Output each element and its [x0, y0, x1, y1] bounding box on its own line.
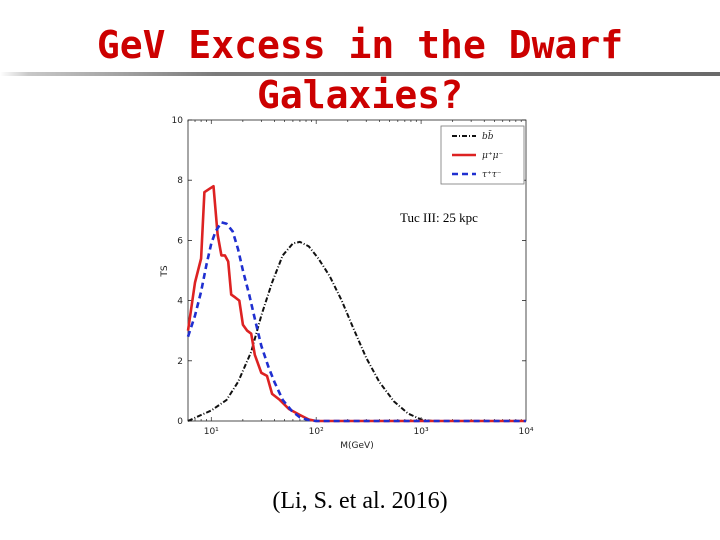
x-tick-label: 10¹: [204, 427, 219, 437]
x-tick-label: 10⁴: [518, 427, 533, 437]
y-tick-label: 0: [177, 417, 183, 427]
legend-label-1: μ⁺μ⁻: [482, 151, 503, 161]
y-tick-label: 4: [177, 297, 183, 307]
y-axis-label: TS: [160, 265, 170, 277]
legend: bb̄ μ⁺μ⁻ τ⁺τ⁻: [440, 125, 525, 185]
y-tick-label: 6: [177, 236, 183, 246]
x-axis-label: M(GeV): [340, 441, 373, 451]
x-tick-label: 10³: [414, 427, 429, 437]
series-line-1: [186, 184, 526, 423]
series-line-2: [186, 221, 526, 423]
y-tick-label: 2: [177, 357, 183, 367]
y-tick-label: 8: [177, 176, 183, 186]
citation: (Li, S. et al. 2016): [272, 488, 448, 514]
title-divider: [0, 72, 720, 76]
slide-title: GeV Excess in the Dwarf Galaxies?: [0, 20, 720, 120]
tuc-iii-annotation: Tuc III: 25 kpc: [400, 210, 478, 225]
legend-label-0: bb̄: [482, 130, 494, 142]
x-tick-label: 10²: [309, 427, 324, 437]
series-layer: [186, 184, 526, 423]
y-tick-label: 10: [172, 116, 184, 126]
series-line-0: [187, 240, 526, 422]
title-line-2: Galaxies?: [257, 73, 463, 117]
legend-label-2: τ⁺τ⁻: [482, 170, 502, 180]
title-line-1: GeV Excess in the Dwarf: [96, 23, 624, 67]
